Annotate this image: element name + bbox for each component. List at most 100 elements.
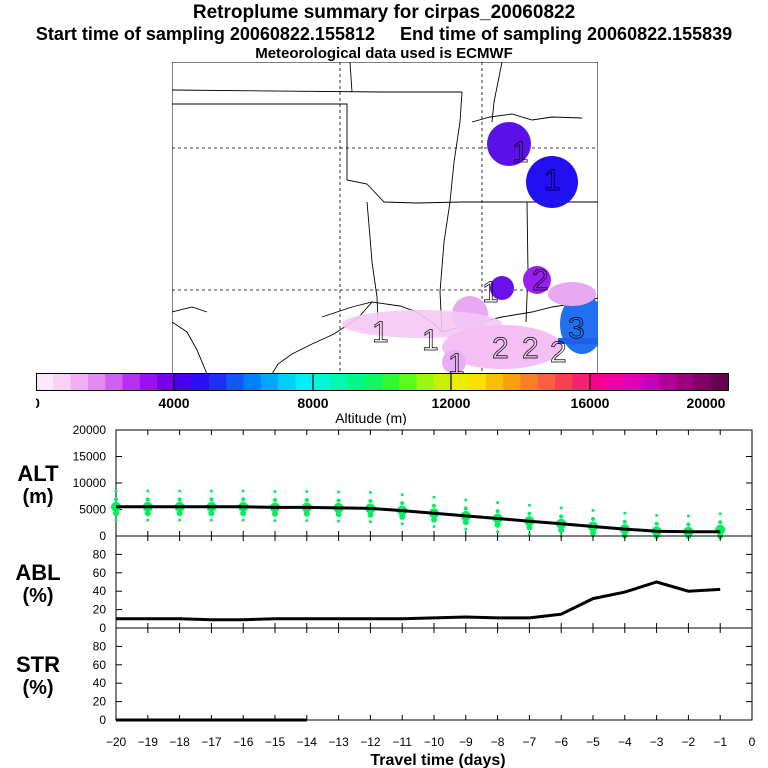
x-tick-label: −1 <box>713 735 727 749</box>
y-tick-label: 80 <box>93 639 107 653</box>
y-tick-label: 40 <box>93 676 107 690</box>
y-tick-label: 60 <box>93 566 107 580</box>
panel-ylabel: ABL <box>15 560 60 585</box>
altitude-dot <box>559 514 564 519</box>
altitude-dot <box>526 524 533 531</box>
plume-label: 1 <box>448 348 465 374</box>
x-tick-label: −15 <box>265 735 286 749</box>
colorbar-swatch <box>87 374 106 390</box>
y-tick-label: 5000 <box>79 503 106 517</box>
colorbar-swatch <box>399 374 418 390</box>
altitude-dot <box>591 517 595 522</box>
colorbar-swatch <box>243 374 262 390</box>
plume-label: 1 <box>512 136 529 169</box>
panel-abl: 0 20 40 60 80 ABL(%) <box>15 535 753 635</box>
colorbar-swatch <box>122 374 141 390</box>
colorbar-swatch <box>468 374 487 390</box>
y-tick-label: 0 <box>99 529 106 543</box>
altitude-dot <box>273 497 277 502</box>
panel-layer: 05000100001500020000ALT(m)020406080ABL(%… <box>15 423 755 768</box>
colorbar-tick: 12000 <box>432 395 471 411</box>
y-tick-label: 15000 <box>73 450 107 464</box>
colorbar-swatch <box>641 374 660 390</box>
colorbar-swatch <box>70 374 89 390</box>
y-tick-label: 20 <box>93 695 107 709</box>
y-tick-label: 40 <box>93 584 107 598</box>
altitude-dot <box>114 497 118 502</box>
plume-label: 1 <box>422 324 439 357</box>
altitude-dot <box>303 510 310 517</box>
altitude-dot <box>462 519 469 526</box>
colorbar-swatch <box>347 374 366 390</box>
map-boundaries <box>172 62 598 374</box>
altitude-dot <box>399 513 406 520</box>
plume-label: 2 <box>522 332 539 365</box>
altitude-dot <box>177 497 182 502</box>
x-tick-label: −5 <box>586 735 600 749</box>
series-line <box>116 580 721 622</box>
panel-ylabel-units: (%) <box>22 677 53 699</box>
altitude-dot <box>558 527 565 534</box>
altitude-dot <box>400 522 404 526</box>
plume-label: 3 <box>568 312 585 345</box>
colorbar-swatch <box>693 374 712 390</box>
series-line <box>116 505 721 534</box>
colorbar-swatch <box>382 374 400 390</box>
x-tick-label: −19 <box>138 735 159 749</box>
time-series-panels: 05000100001500020000ALT(m)020406080ABL(%… <box>15 423 755 768</box>
altitude-dot <box>432 524 436 528</box>
y-tick-label: 0 <box>99 621 106 635</box>
chart-title: Retroplume summary for cirpas_20060822 <box>192 2 576 23</box>
plume-label: 1 <box>482 276 499 309</box>
x-tick-label: −17 <box>201 735 222 749</box>
end-time-label: End time of sampling 20060822.155839 <box>400 24 733 44</box>
altitude-dot <box>241 489 245 493</box>
plume-band <box>558 338 598 344</box>
colorbar-swatch <box>572 374 591 390</box>
altitude-dot <box>337 519 341 523</box>
colorbar-swatch <box>295 374 314 390</box>
altitude-colorbar: 0 4000 8000 12000 16000 20000 Altitude (… <box>36 373 729 425</box>
plume-labels: 1 1 1 1 1 2 2 2 3 1 2 <box>372 136 585 374</box>
plume-label: 2 <box>532 264 549 297</box>
x-tick-label: −10 <box>424 735 445 749</box>
colorbar-tick: 4000 <box>158 395 189 411</box>
x-tick-label: −12 <box>360 735 381 749</box>
plume-circle <box>523 266 551 294</box>
altitude-dot <box>527 511 532 516</box>
altitude-dot <box>463 506 468 511</box>
colorbar-swatch <box>537 374 556 390</box>
y-tick-label: 80 <box>93 547 107 561</box>
y-tick-label: 60 <box>93 658 107 672</box>
colorbar-frame <box>36 373 729 391</box>
colorbar-label: Altitude (m) <box>335 410 407 425</box>
colorbar-swatch <box>157 374 175 390</box>
altitude-dot <box>178 489 182 493</box>
colorbar-swatch <box>53 374 72 390</box>
altitude-dot <box>273 519 277 523</box>
y-tick-label: 10000 <box>73 476 107 490</box>
x-tick-label: −3 <box>650 735 664 749</box>
plume-label: 2 <box>550 336 567 369</box>
plume-footprints <box>342 122 598 374</box>
x-tick-label: −16 <box>233 735 254 749</box>
panel-ylabel-units: (m) <box>22 486 53 508</box>
altitude-dot <box>367 511 374 518</box>
colorbar-swatch <box>139 374 158 390</box>
colorbar-swatch <box>330 374 348 390</box>
altitude-dot <box>590 529 596 536</box>
colorbar-tick: 20000 <box>687 395 726 411</box>
altitude-dot <box>718 512 722 516</box>
panel-ylabel-units: (%) <box>22 585 53 607</box>
x-tick-label: −13 <box>328 735 349 749</box>
altitude-dot <box>432 495 436 499</box>
colorbar-swatch <box>364 374 383 390</box>
altitude-dot <box>431 516 437 523</box>
altitude-dot <box>176 510 183 517</box>
altitude-dot <box>464 527 468 531</box>
plume-band <box>442 325 562 369</box>
altitude-dot <box>718 520 723 525</box>
x-tick-label: −9 <box>459 735 473 749</box>
altitude-dot <box>114 489 118 493</box>
colorbar-swatch <box>226 374 245 390</box>
